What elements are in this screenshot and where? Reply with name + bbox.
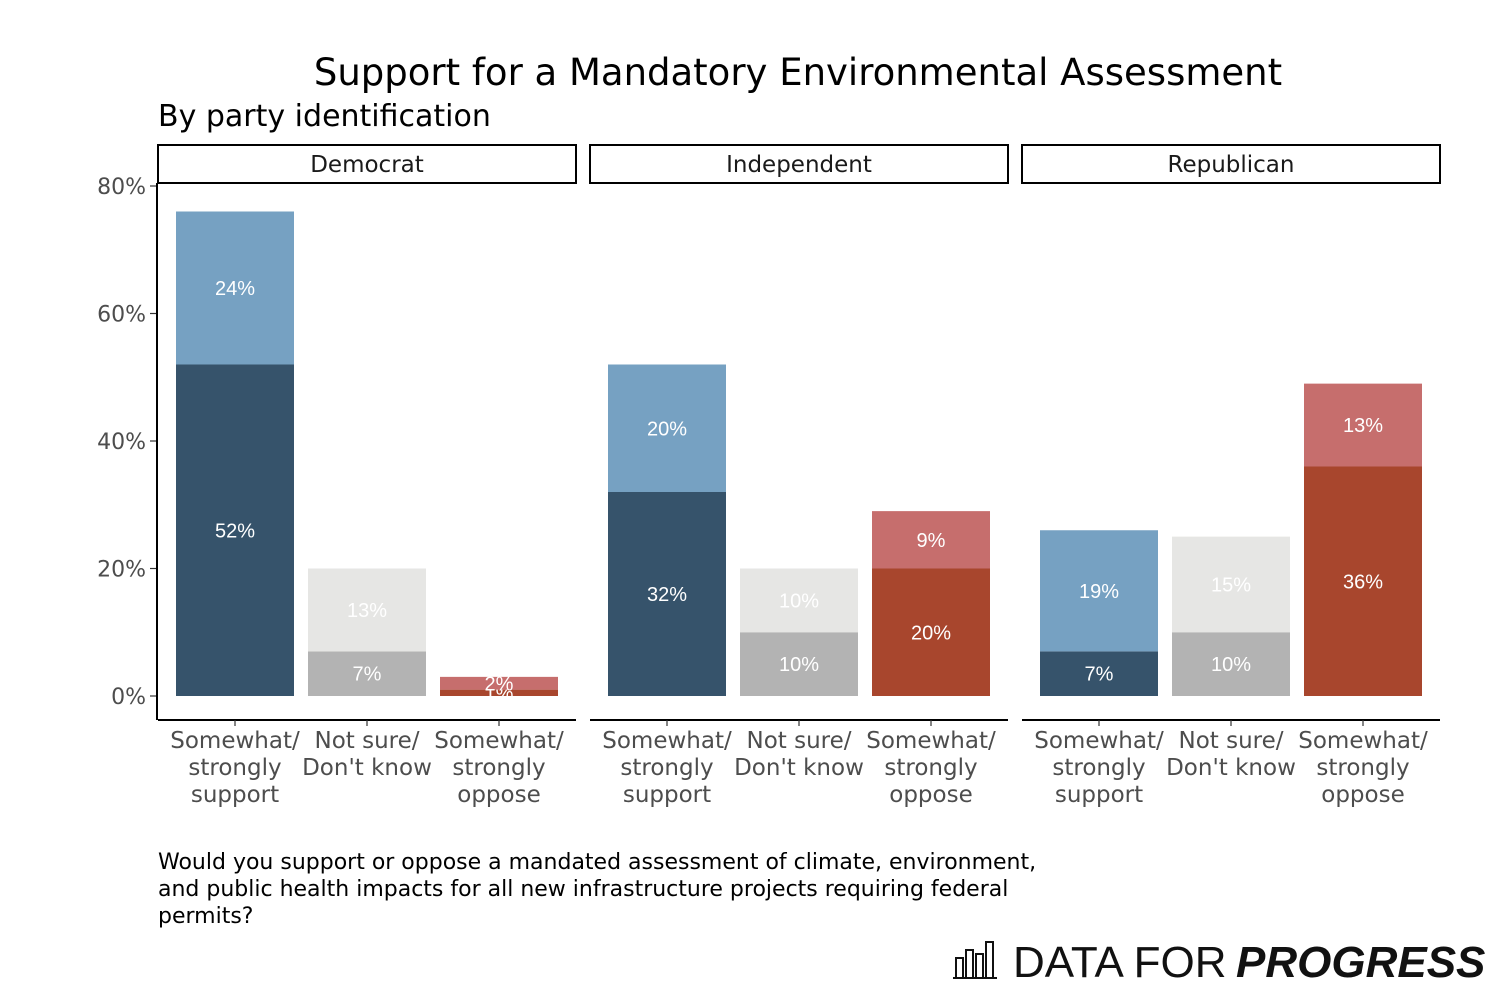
bar-segment [740,632,858,696]
x-tick-label: strongly [884,755,977,781]
facet-strip [589,144,1009,184]
x-tick-label: Somewhat/ [434,728,564,754]
bar-segment [872,568,990,696]
bar-label: 20% [647,418,687,440]
y-tick-label: 40% [97,430,146,455]
facet-strip [1021,144,1441,184]
bar-segment [176,211,294,365]
bar-segment [176,364,294,696]
facet-label: Democrat [310,152,424,178]
bar-label: 32% [647,584,687,606]
bar-label: 36% [1343,571,1383,593]
bar-label: 7% [1085,664,1114,686]
facet-strip [157,144,577,184]
bar-label: 10% [779,590,819,612]
bar-segment [440,676,558,690]
bar-label: 13% [1343,415,1383,437]
bar-label: 19% [1079,581,1119,603]
y-tick-label: 80% [97,175,146,200]
bar-label: 52% [215,520,255,542]
logo: DATA FOR PROGRESS [953,938,1485,987]
bar-label: 10% [1211,654,1251,676]
bar-segment [740,568,858,633]
x-tick-label: Don't know [302,755,432,781]
bar-segment [1040,651,1158,696]
x-tick-label: Somewhat/ [602,728,732,754]
bar-segment [608,492,726,696]
x-tick-label: strongly [620,755,713,781]
footnote-line: permits? [158,904,253,929]
x-tick-label: support [191,782,279,808]
x-tick-label: oppose [1321,782,1404,808]
x-tick-label: Don't know [1166,755,1296,781]
y-tick-label: 60% [97,303,146,328]
x-tick-label: Somewhat/ [866,728,996,754]
x-tick-label: Not sure/ [314,728,419,754]
bar-segment [308,568,426,652]
bar-segment [440,689,558,696]
chart-title: Support for a Mandatory Environmental As… [314,51,1282,94]
bar-label: 7% [353,664,382,686]
x-tick-label: Somewhat/ [170,728,300,754]
x-tick-label: Not sure/ [1178,728,1283,754]
x-tick-label: strongly [452,755,545,781]
bar-label: 13% [347,600,387,622]
bar-label: 9% [917,530,946,552]
bar-label: 10% [779,654,819,676]
bar-label: 15% [1211,574,1251,596]
footnote-line: Would you support or oppose a mandated a… [158,850,1036,875]
bar-segment [1304,383,1422,467]
bar-chart-icon [953,941,997,979]
bar-segment [1304,466,1422,696]
chart-subtitle: By party identification [158,99,491,134]
bar-segment [1040,530,1158,652]
y-tick-label: 20% [97,558,146,583]
bar-segment [308,651,426,696]
bar-label: 20% [911,622,951,644]
facet-label: Independent [726,152,872,178]
x-tick-label: strongly [188,755,281,781]
bar-segment [608,364,726,492]
bar-segment [872,511,990,569]
x-tick-label: Somewhat/ [1298,728,1428,754]
x-tick-label: Somewhat/ [1034,728,1164,754]
x-tick-label: strongly [1316,755,1409,781]
y-tick-label: 0% [111,685,146,710]
logo-text-bold: PROGRESS [1236,938,1485,987]
x-tick-label: strongly [1052,755,1145,781]
logo-text-regular: DATA FOR [1013,938,1227,987]
bar-label: 24% [215,278,255,300]
x-tick-label: oppose [889,782,972,808]
x-tick-label: Don't know [734,755,864,781]
bar-label: 2% [485,673,514,695]
plot-area: 0% 20% 40% 60% 80% Democrat 52% 24% Somewhat/str… [97,144,1441,808]
bar-segment [1172,536,1290,633]
x-tick-label: support [623,782,711,808]
footnote: Would you support or oppose a mandated a… [158,850,1036,929]
facet-label: Republican [1168,152,1295,178]
x-tick-label: oppose [457,782,540,808]
bar-segment [1172,632,1290,696]
x-tick-label: Not sure/ [746,728,851,754]
footnote-line: and public health impacts for all new in… [158,877,1008,902]
x-tick-label: support [1055,782,1143,808]
